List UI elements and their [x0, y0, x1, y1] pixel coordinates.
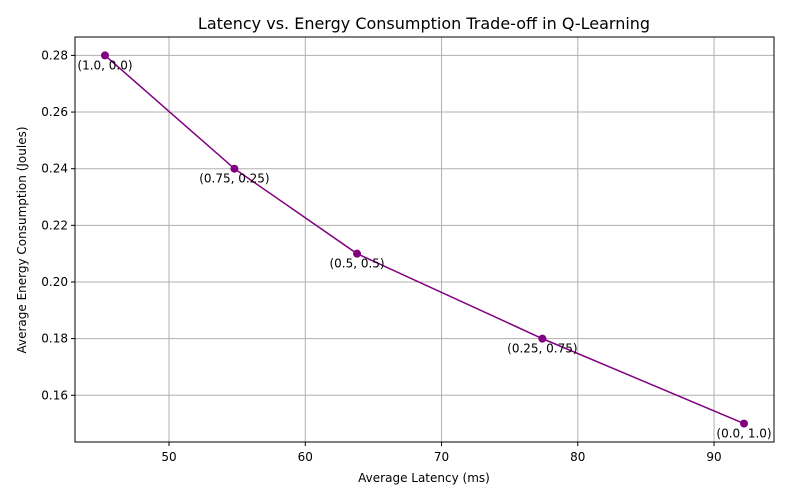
point-labels: (1.0, 0.0) (0.75, 0.25) (0.5, 0.5) (0.25, 0…: [77, 58, 771, 440]
x-tick-label: 60: [298, 450, 313, 464]
data-point-label: (0.75, 0.25): [199, 172, 269, 186]
data-point: [100, 51, 109, 60]
y-tick-label: 0.28: [41, 48, 68, 62]
x-axis-label: Average Latency (ms): [358, 471, 490, 485]
y-axis-label: Average Energy Consumption (Joules): [15, 126, 29, 353]
y-tick-label: 0.24: [41, 162, 68, 176]
axis-ticks: 50 60 70 80 90 0.16 0.18 0.20 0.22 0.24 0.26 0.28: [41, 48, 721, 464]
data-point: [740, 419, 749, 428]
data-point: [353, 249, 362, 258]
plot-frame: [74, 36, 775, 443]
data-point: [230, 164, 239, 173]
data-point-label: (0.0, 1.0): [716, 427, 771, 441]
chart-title: Latency vs. Energy Consumption Trade-off…: [198, 14, 650, 33]
x-tick-label: 90: [706, 450, 721, 464]
x-tick-label: 70: [434, 450, 449, 464]
series-markers: [100, 51, 749, 428]
data-point-label: (0.5, 0.5): [329, 257, 384, 271]
data-point: [538, 334, 547, 343]
x-tick-label: 80: [570, 450, 585, 464]
series-line: [104, 54, 745, 425]
y-tick-label: 0.22: [41, 218, 68, 232]
x-tick-label: 50: [161, 450, 176, 464]
y-tick-label: 0.16: [41, 388, 68, 402]
grid: [75, 37, 774, 442]
y-tick-label: 0.20: [41, 275, 68, 289]
data-point-label: (0.25, 0.75): [507, 342, 577, 356]
y-tick-label: 0.26: [41, 105, 68, 119]
y-tick-label: 0.18: [41, 332, 68, 346]
data-point-label: (1.0, 0.0): [77, 58, 132, 72]
